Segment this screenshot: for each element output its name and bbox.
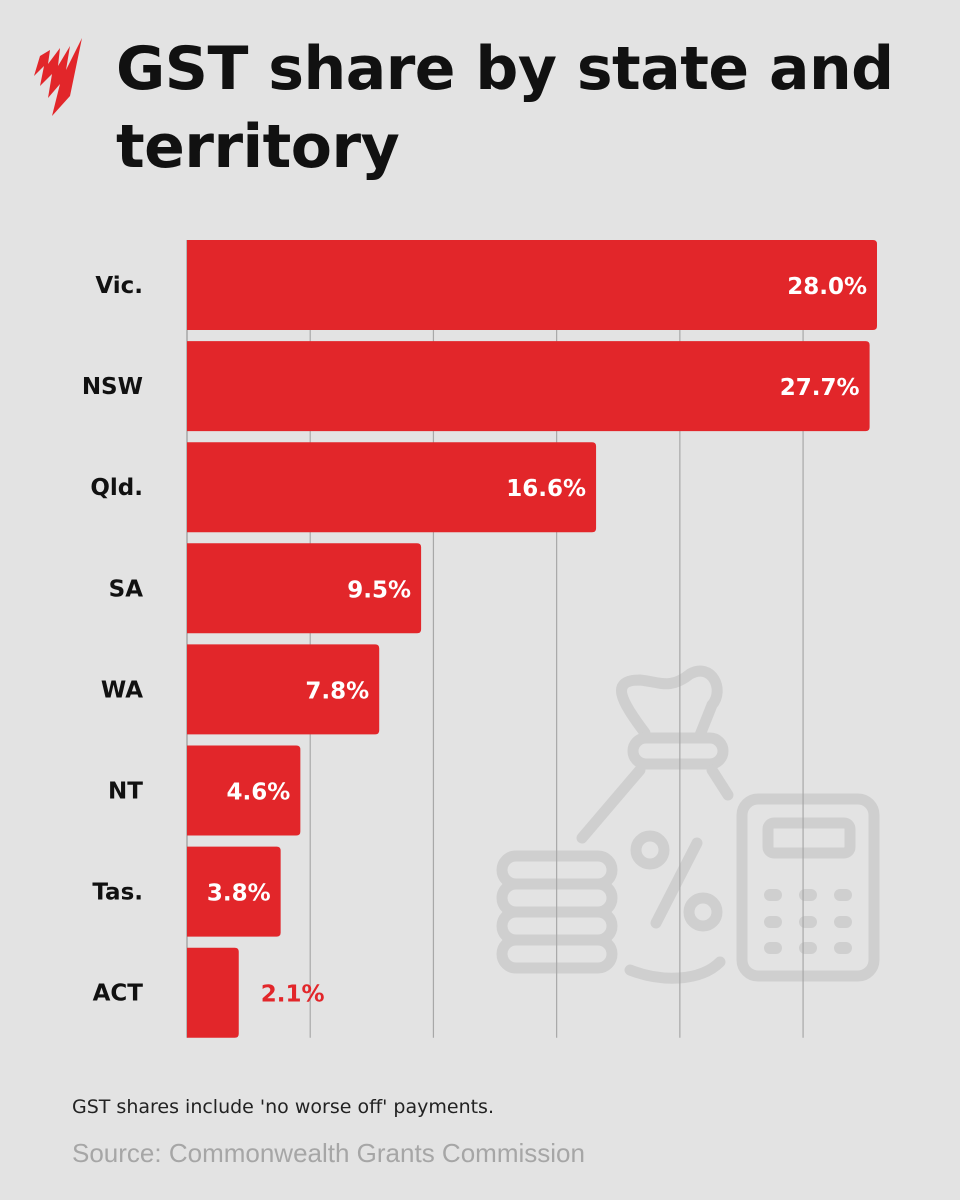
category-label: ACT [93, 981, 144, 1007]
money-bag-percent-icon [576, 665, 734, 984]
data-label: 3.8% [207, 881, 271, 907]
bar [187, 240, 877, 330]
category-label: Qld. [90, 475, 143, 501]
footnote: GST shares include 'no worse off' paymen… [72, 1096, 494, 1118]
category-label: Tas. [92, 880, 143, 906]
bar [187, 745, 301, 836]
calculator-icon [736, 793, 880, 982]
chart-title: GST share by state and territory [116, 34, 894, 182]
category-label: Vic. [95, 273, 143, 299]
bar [187, 543, 422, 634]
category-label: NT [108, 779, 143, 805]
category-label: NSW [82, 374, 143, 400]
data-label: 27.7% [780, 375, 860, 401]
watermark-illustration [496, 665, 880, 984]
bar [187, 644, 380, 735]
category-label: WA [101, 677, 143, 703]
data-label: 2.1% [261, 982, 325, 1008]
data-label: 16.6% [506, 476, 586, 502]
bar [187, 846, 281, 937]
sbs-logo [34, 38, 82, 116]
category-label: SA [109, 576, 144, 602]
bar-chart: Vic. 28.0% NSW 27.7% Qld. 16.6% SA 9.5% WA 7.8% NT… [82, 240, 880, 1038]
source-credit: Source: Commonwealth Grants Commission [72, 1138, 585, 1168]
bar [187, 341, 870, 432]
data-label: 28.0% [787, 274, 867, 300]
data-label: 9.5% [347, 577, 411, 603]
bar [187, 442, 597, 533]
data-label: 4.6% [227, 780, 291, 806]
data-label: 7.8% [305, 678, 369, 704]
bar [187, 947, 239, 1038]
